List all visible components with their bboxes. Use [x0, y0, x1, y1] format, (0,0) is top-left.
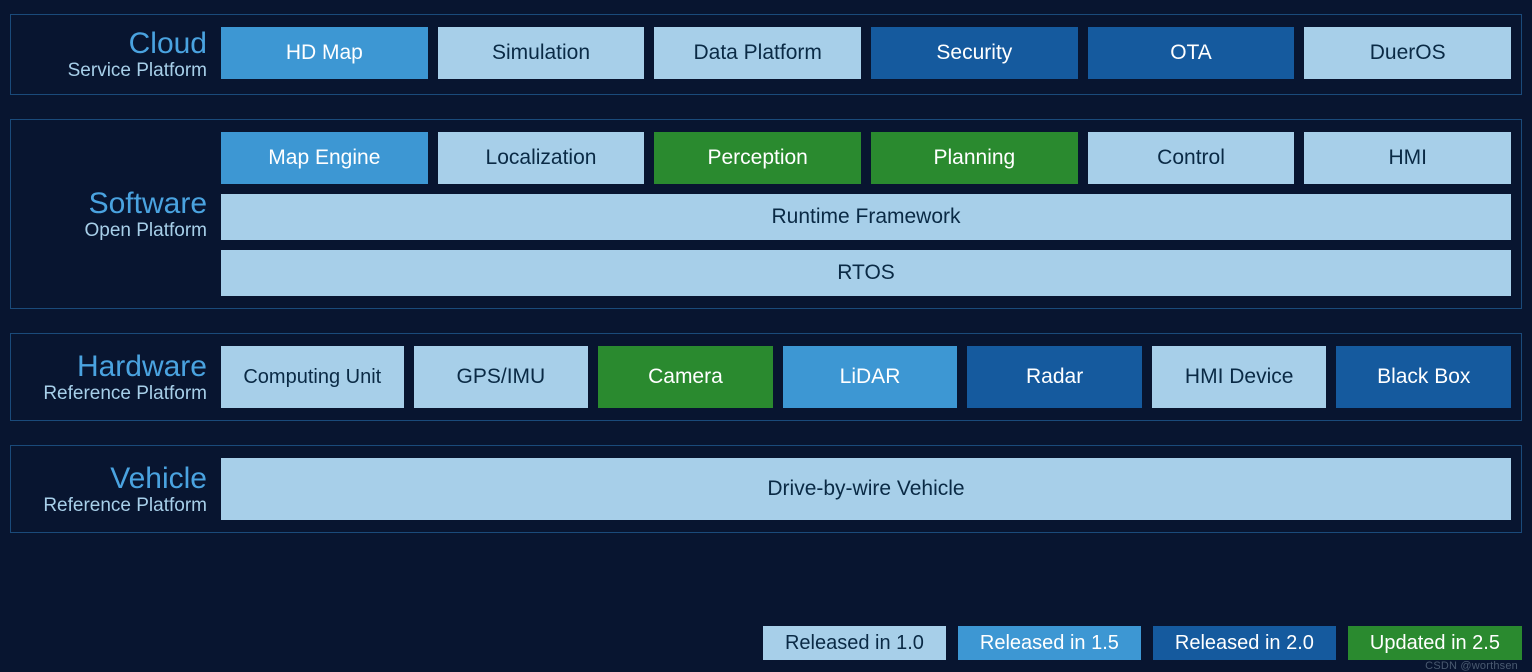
layer-subtitle: Reference Platform	[43, 383, 207, 405]
layer-title: Hardware	[77, 350, 207, 383]
layer-body: Drive-by-wire Vehicle	[221, 458, 1511, 520]
watermark: CSDN @worthsen	[1425, 660, 1518, 672]
block-rtos: RTOS	[221, 250, 1511, 296]
layer-label-hardware: HardwareReference Platform	[11, 346, 221, 408]
block-runtime-framework: Runtime Framework	[221, 194, 1511, 240]
layer-subtitle: Service Platform	[68, 60, 207, 82]
layer-title: Cloud	[129, 27, 207, 60]
layer-vehicle: VehicleReference PlatformDrive-by-wire V…	[10, 445, 1522, 533]
block-hmi-device: HMI Device	[1152, 346, 1327, 408]
layer-body: HD MapSimulationData PlatformSecurityOTA…	[221, 27, 1511, 82]
layer-subtitle: Reference Platform	[43, 495, 207, 517]
block-black-box: Black Box	[1336, 346, 1511, 408]
block-ota: OTA	[1088, 27, 1295, 79]
layer-subtitle: Open Platform	[85, 220, 208, 242]
layer-hardware: HardwareReference PlatformComputing Unit…	[10, 333, 1522, 421]
layer-title: Vehicle	[110, 462, 207, 495]
layer-body: Map EngineLocalizationPerceptionPlanning…	[221, 132, 1511, 296]
legend-item: Released in 2.0	[1153, 626, 1336, 660]
layer-cloud: CloudService PlatformHD MapSimulationDat…	[10, 14, 1522, 95]
legend-item: Released in 1.5	[958, 626, 1141, 660]
layer-body: Computing UnitGPS/IMUCameraLiDARRadarHMI…	[221, 346, 1511, 408]
layer-title: Software	[89, 187, 207, 220]
block-hd-map: HD Map	[221, 27, 428, 79]
layer-row: Computing UnitGPS/IMUCameraLiDARRadarHMI…	[221, 346, 1511, 408]
block-drive-by-wire-vehicle: Drive-by-wire Vehicle	[221, 458, 1511, 520]
layer-label-cloud: CloudService Platform	[11, 27, 221, 82]
block-lidar: LiDAR	[783, 346, 958, 408]
layer-label-software: SoftwareOpen Platform	[11, 132, 221, 296]
block-data-platform: Data Platform	[654, 27, 861, 79]
block-dueros: DuerOS	[1304, 27, 1511, 79]
legend-item: Updated in 2.5	[1348, 626, 1522, 660]
block-camera: Camera	[598, 346, 773, 408]
layer-row: HD MapSimulationData PlatformSecurityOTA…	[221, 27, 1511, 79]
layer-row: Map EngineLocalizationPerceptionPlanning…	[221, 132, 1511, 184]
block-security: Security	[871, 27, 1078, 79]
architecture-diagram: CloudService PlatformHD MapSimulationDat…	[10, 14, 1522, 533]
block-localization: Localization	[438, 132, 645, 184]
block-radar: Radar	[967, 346, 1142, 408]
legend-item: Released in 1.0	[763, 626, 946, 660]
block-simulation: Simulation	[438, 27, 645, 79]
block-control: Control	[1088, 132, 1295, 184]
legend: Released in 1.0 Released in 1.5 Released i…	[763, 626, 1522, 660]
block-computing-unit: Computing Unit	[221, 346, 404, 408]
block-hmi: HMI	[1304, 132, 1511, 184]
block-planning: Planning	[871, 132, 1078, 184]
layer-software: SoftwareOpen PlatformMap EngineLocalizat…	[10, 119, 1522, 309]
block-map-engine: Map Engine	[221, 132, 428, 184]
layer-label-vehicle: VehicleReference Platform	[11, 458, 221, 520]
layer-row: RTOS	[221, 250, 1511, 296]
layer-row: Runtime Framework	[221, 194, 1511, 240]
layer-row: Drive-by-wire Vehicle	[221, 458, 1511, 520]
block-gps-imu: GPS/IMU	[414, 346, 589, 408]
block-perception: Perception	[654, 132, 861, 184]
